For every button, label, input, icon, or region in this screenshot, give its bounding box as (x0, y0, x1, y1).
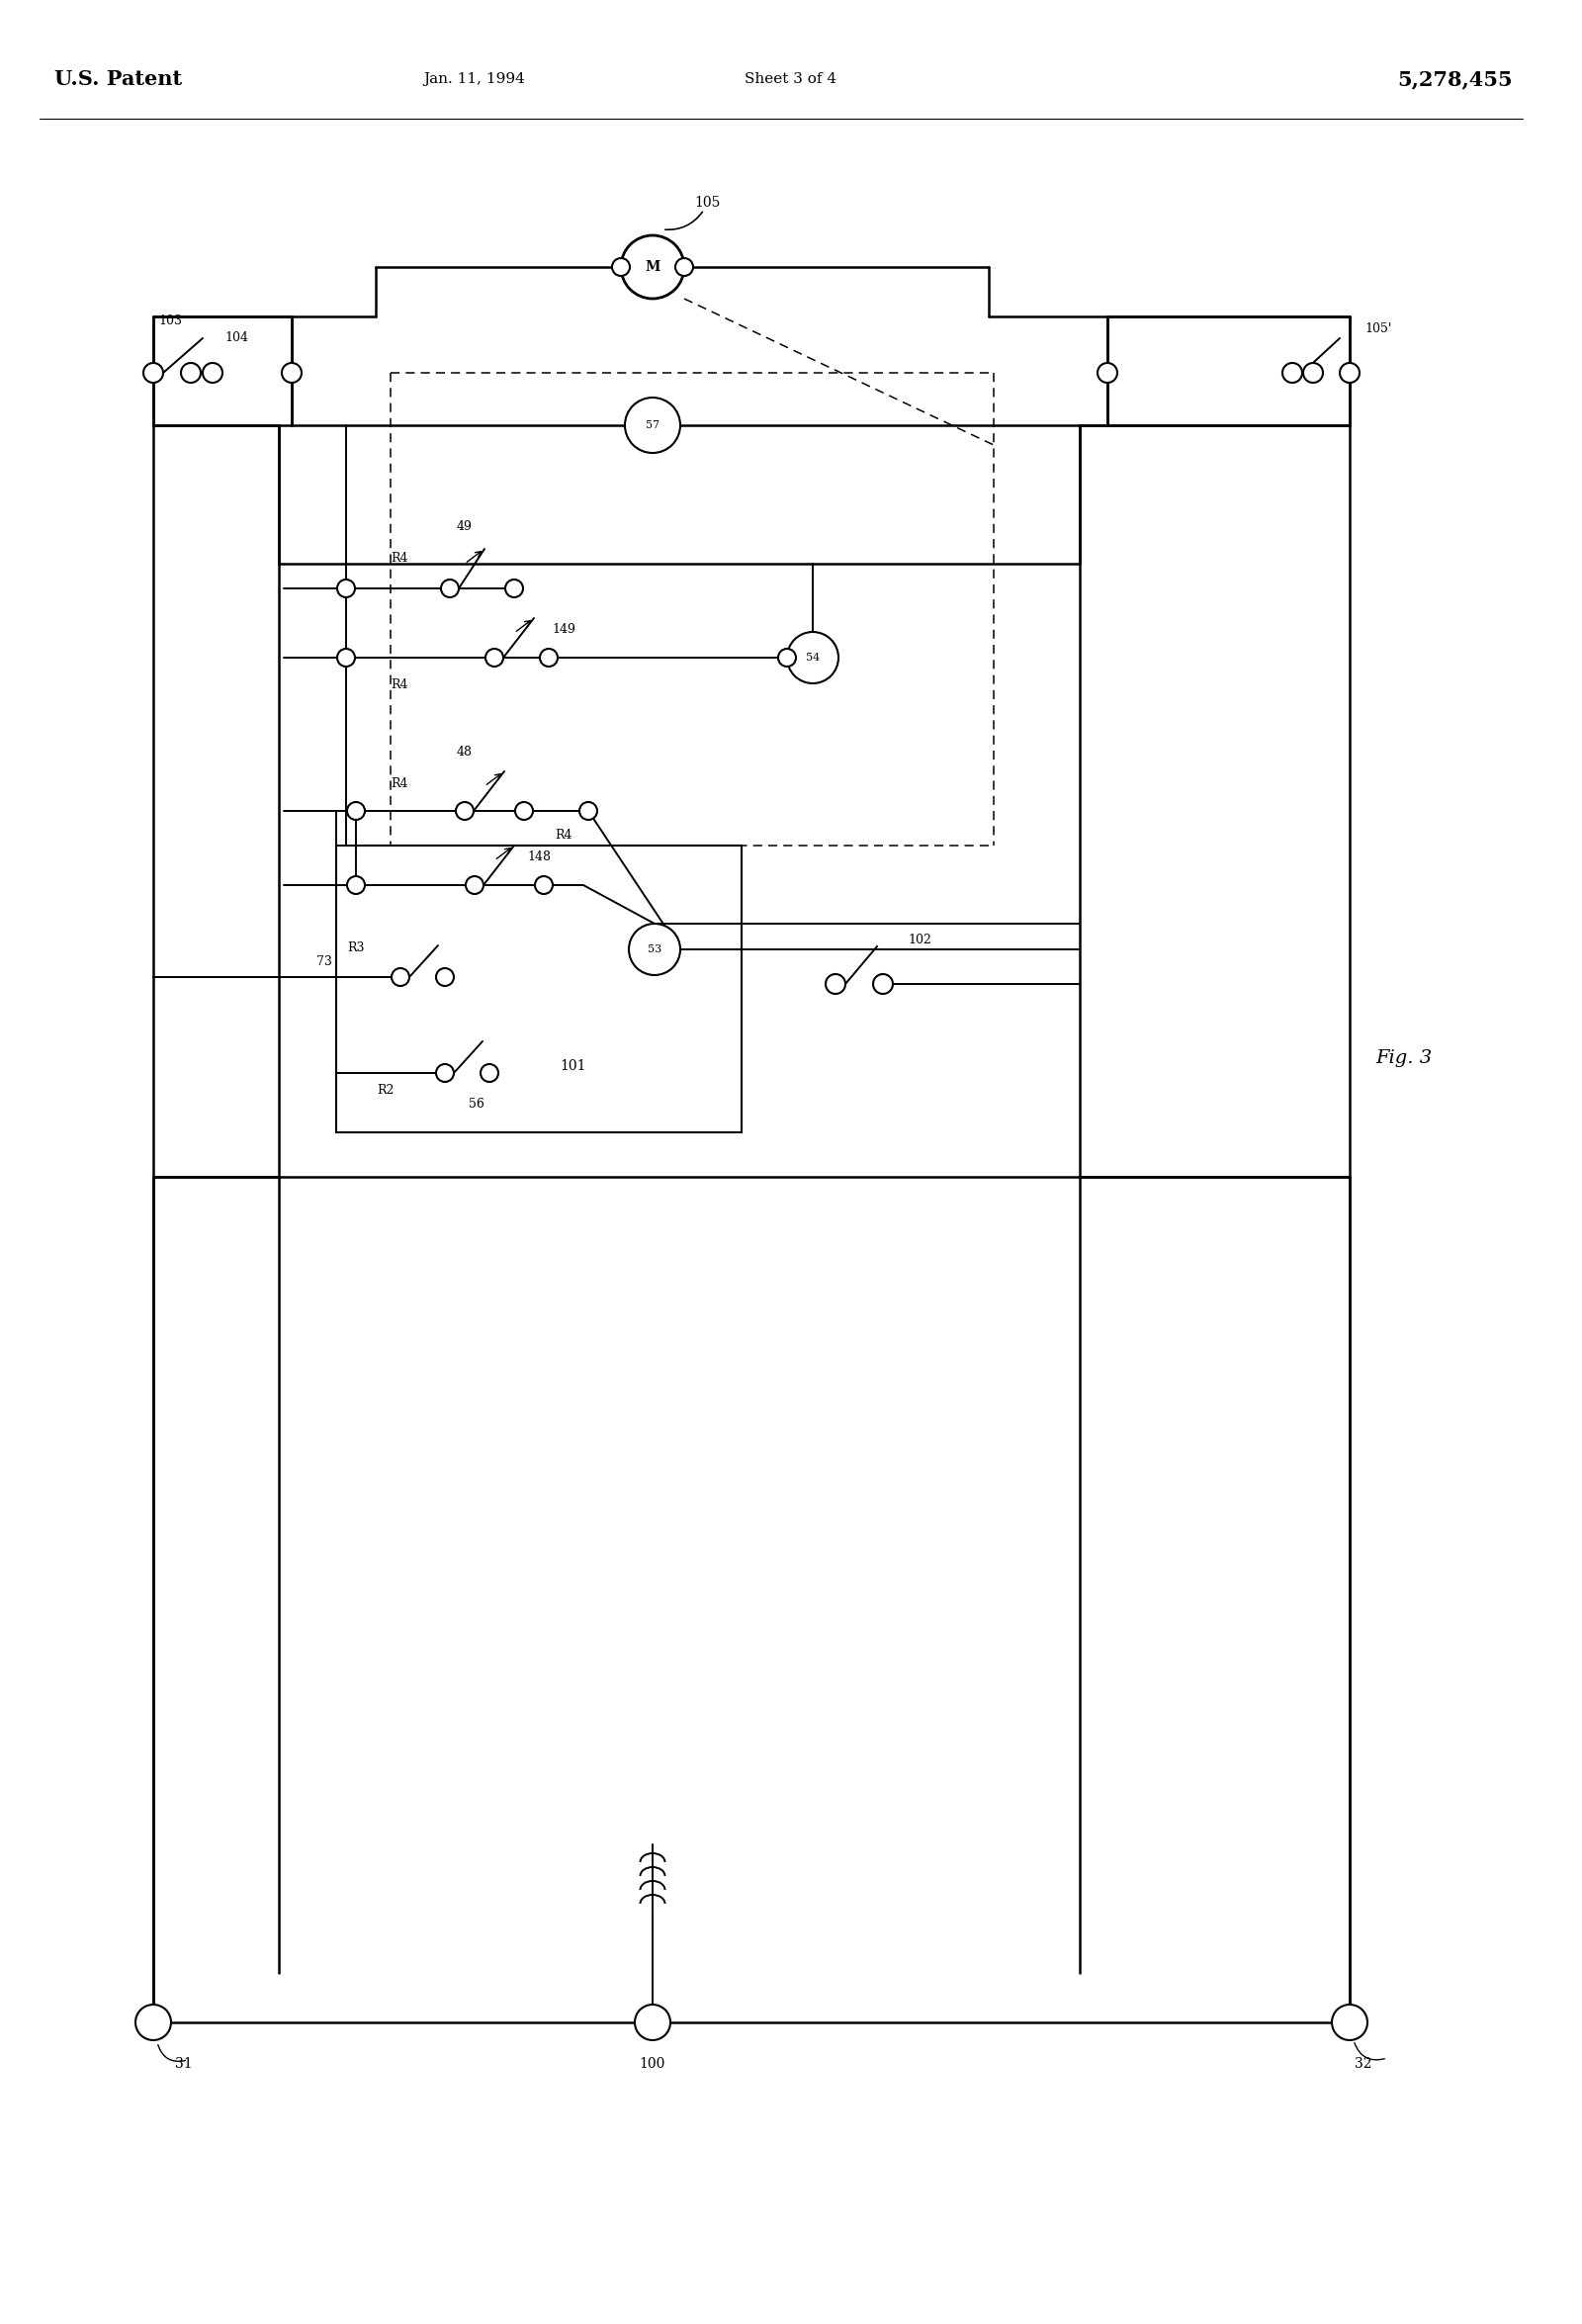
Circle shape (1340, 363, 1359, 383)
Text: Sheet 3 of 4: Sheet 3 of 4 (745, 72, 837, 86)
Text: M: M (645, 260, 660, 274)
Text: 49: 49 (457, 521, 473, 535)
Circle shape (337, 579, 354, 597)
Circle shape (1283, 363, 1302, 383)
Text: R2: R2 (377, 1085, 394, 1097)
Circle shape (441, 579, 459, 597)
Circle shape (620, 235, 683, 300)
Circle shape (337, 648, 354, 667)
Circle shape (481, 1064, 498, 1083)
Circle shape (136, 2006, 171, 2040)
Circle shape (579, 802, 598, 820)
Text: 100: 100 (639, 2057, 666, 2071)
Circle shape (539, 648, 557, 667)
Text: 53: 53 (647, 944, 661, 955)
Bar (335, 846, 742, 1132)
Circle shape (873, 974, 892, 995)
Text: 102: 102 (908, 932, 932, 946)
Circle shape (486, 648, 503, 667)
Text: 5,278,455: 5,278,455 (1397, 70, 1512, 88)
Text: 73: 73 (316, 955, 332, 969)
Text: R4: R4 (391, 776, 408, 790)
Circle shape (634, 2006, 671, 2040)
Text: 48: 48 (457, 746, 473, 758)
Text: Jan. 11, 1994: Jan. 11, 1994 (424, 72, 525, 86)
Circle shape (346, 802, 365, 820)
Circle shape (437, 969, 454, 985)
Text: R4: R4 (555, 830, 573, 841)
Circle shape (516, 802, 533, 820)
Text: 54: 54 (805, 653, 819, 662)
Circle shape (778, 648, 796, 667)
Circle shape (630, 923, 680, 976)
Text: 105': 105' (1364, 323, 1392, 335)
Text: 149: 149 (552, 623, 576, 637)
Text: 105: 105 (694, 195, 720, 209)
Circle shape (180, 363, 201, 383)
Circle shape (392, 969, 410, 985)
Circle shape (282, 363, 302, 383)
Circle shape (826, 974, 845, 995)
Bar (278, 565, 1079, 1176)
Text: 56: 56 (468, 1099, 484, 1111)
Circle shape (144, 363, 163, 383)
Text: 31: 31 (176, 2057, 193, 2071)
Text: Fig. 3: Fig. 3 (1376, 1048, 1432, 1067)
Text: 101: 101 (560, 1060, 587, 1074)
Text: U.S. Patent: U.S. Patent (54, 70, 182, 88)
Text: 104: 104 (225, 332, 248, 344)
Circle shape (505, 579, 524, 597)
Text: 103: 103 (158, 316, 182, 328)
Circle shape (625, 397, 680, 453)
Circle shape (456, 802, 473, 820)
Circle shape (1332, 2006, 1367, 2040)
Text: 57: 57 (645, 421, 660, 430)
Circle shape (346, 876, 365, 895)
Circle shape (535, 876, 552, 895)
Circle shape (788, 632, 838, 683)
Text: R3: R3 (348, 941, 364, 953)
Text: R4: R4 (391, 679, 408, 693)
Circle shape (612, 258, 630, 277)
Circle shape (437, 1064, 454, 1083)
Circle shape (202, 363, 223, 383)
Text: 148: 148 (527, 851, 551, 865)
Text: 32: 32 (1354, 2057, 1372, 2071)
Circle shape (1304, 363, 1323, 383)
Circle shape (676, 258, 693, 277)
Circle shape (465, 876, 484, 895)
Text: R4: R4 (391, 553, 408, 565)
Circle shape (1098, 363, 1117, 383)
